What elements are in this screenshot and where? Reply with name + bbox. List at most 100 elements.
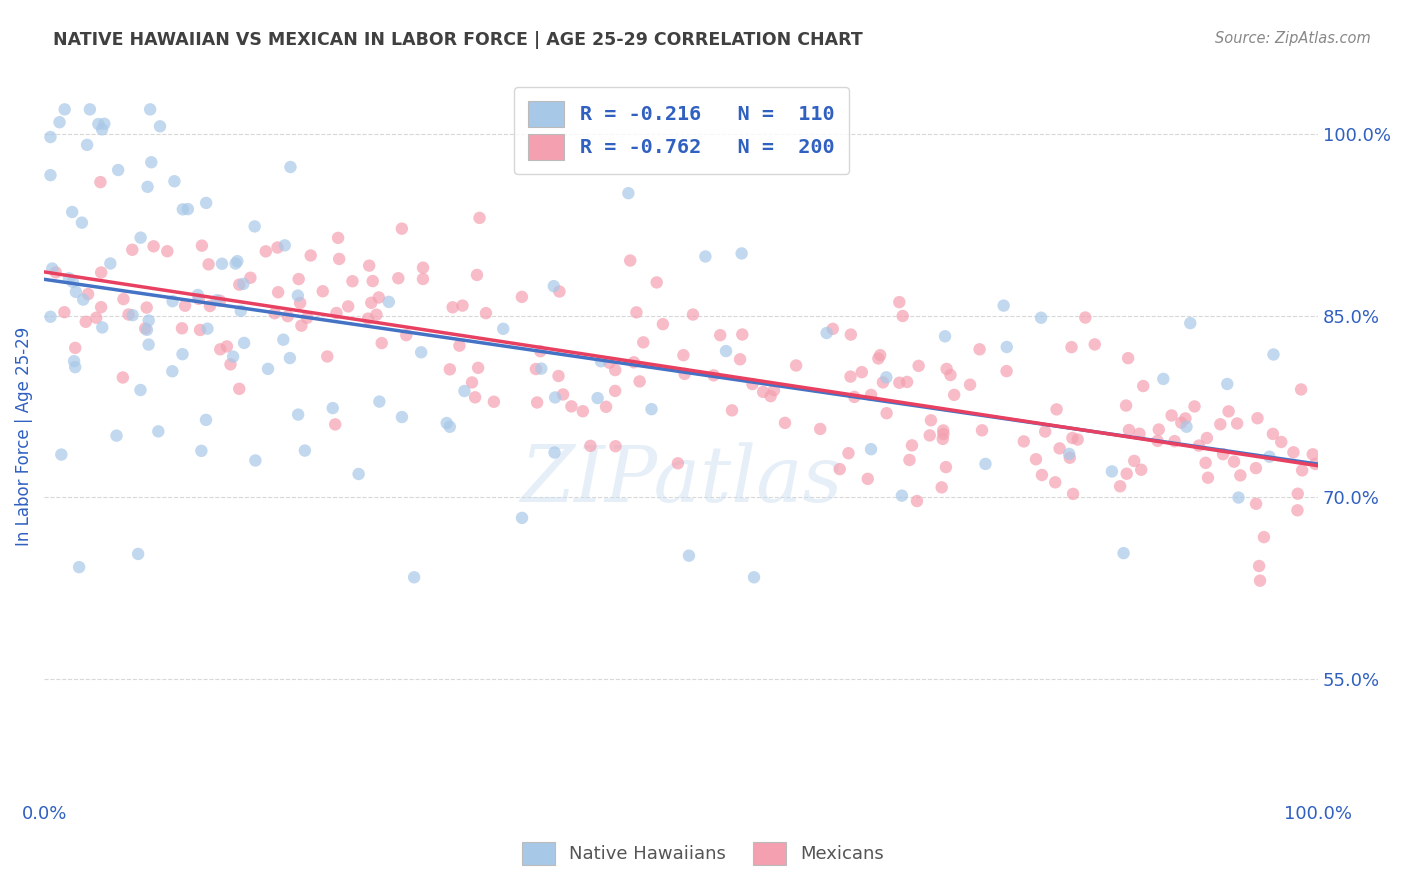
Point	[58, 271, 80, 285]
Point	[730, 246, 752, 260]
Point	[1258, 450, 1281, 464]
Point	[139, 103, 162, 117]
Point	[1045, 475, 1067, 490]
Point	[721, 403, 744, 417]
Point	[198, 299, 221, 313]
Point	[524, 362, 547, 376]
Point	[51, 448, 73, 462]
Point	[1109, 479, 1132, 493]
Point	[87, 117, 110, 131]
Point	[595, 400, 617, 414]
Point	[1045, 402, 1067, 417]
Point	[728, 352, 751, 367]
Point	[267, 285, 290, 300]
Legend: Native Hawaiians, Mexicans: Native Hawaiians, Mexicans	[515, 835, 891, 872]
Point	[586, 391, 609, 405]
Point	[959, 377, 981, 392]
Point	[1291, 463, 1313, 477]
Point	[1270, 434, 1292, 449]
Point	[1227, 491, 1250, 505]
Point	[357, 311, 380, 326]
Point	[41, 261, 63, 276]
Point	[172, 202, 194, 217]
Point	[1029, 310, 1052, 325]
Point	[935, 460, 957, 475]
Point	[1031, 468, 1053, 483]
Point	[107, 163, 129, 178]
Point	[1116, 351, 1139, 366]
Point	[844, 390, 866, 404]
Point	[295, 310, 318, 325]
Point	[197, 321, 219, 335]
Point	[135, 301, 157, 315]
Point	[89, 175, 111, 189]
Point	[277, 309, 299, 323]
Point	[366, 308, 388, 322]
Point	[77, 287, 100, 301]
Point	[188, 323, 211, 337]
Text: ZIPatlas: ZIPatlas	[520, 442, 842, 518]
Point	[233, 335, 256, 350]
Point	[1209, 417, 1232, 432]
Point	[453, 384, 475, 398]
Point	[1123, 454, 1146, 468]
Point	[901, 438, 924, 452]
Point	[360, 295, 382, 310]
Point	[995, 340, 1018, 354]
Point	[411, 345, 433, 359]
Point	[211, 257, 233, 271]
Point	[191, 238, 214, 252]
Point	[731, 327, 754, 342]
Point	[326, 231, 349, 245]
Point	[543, 445, 565, 459]
Point	[626, 305, 648, 319]
Point	[287, 272, 309, 286]
Point	[141, 155, 163, 169]
Point	[935, 362, 957, 376]
Point	[378, 294, 401, 309]
Point	[510, 290, 533, 304]
Point	[1286, 487, 1309, 501]
Point	[134, 321, 156, 335]
Point	[579, 439, 602, 453]
Point	[290, 318, 312, 333]
Text: Source: ZipAtlas.com: Source: ZipAtlas.com	[1215, 31, 1371, 46]
Point	[605, 439, 627, 453]
Point	[337, 300, 360, 314]
Point	[63, 360, 86, 375]
Point	[1163, 434, 1185, 449]
Point	[623, 355, 645, 369]
Point	[1146, 434, 1168, 448]
Point	[598, 356, 620, 370]
Point	[239, 270, 262, 285]
Point	[1059, 450, 1081, 465]
Point	[461, 376, 484, 390]
Point	[1282, 445, 1305, 459]
Point	[1112, 546, 1135, 560]
Point	[1062, 431, 1084, 445]
Point	[148, 425, 170, 439]
Point	[1160, 409, 1182, 423]
Point	[53, 305, 76, 319]
Point	[266, 240, 288, 254]
Point	[1289, 383, 1312, 397]
Point	[278, 351, 301, 365]
Point	[209, 343, 232, 357]
Point	[1197, 471, 1219, 485]
Point	[605, 384, 627, 398]
Point	[905, 494, 928, 508]
Point	[162, 364, 184, 378]
Point	[391, 410, 413, 425]
Point	[91, 122, 114, 136]
Point	[48, 115, 70, 129]
Point	[39, 310, 62, 324]
Point	[129, 230, 152, 244]
Point	[121, 243, 143, 257]
Point	[229, 304, 252, 318]
Point	[752, 384, 775, 399]
Point	[672, 348, 695, 362]
Point	[868, 351, 890, 366]
Point	[271, 333, 294, 347]
Point	[860, 442, 883, 457]
Point	[1218, 404, 1240, 418]
